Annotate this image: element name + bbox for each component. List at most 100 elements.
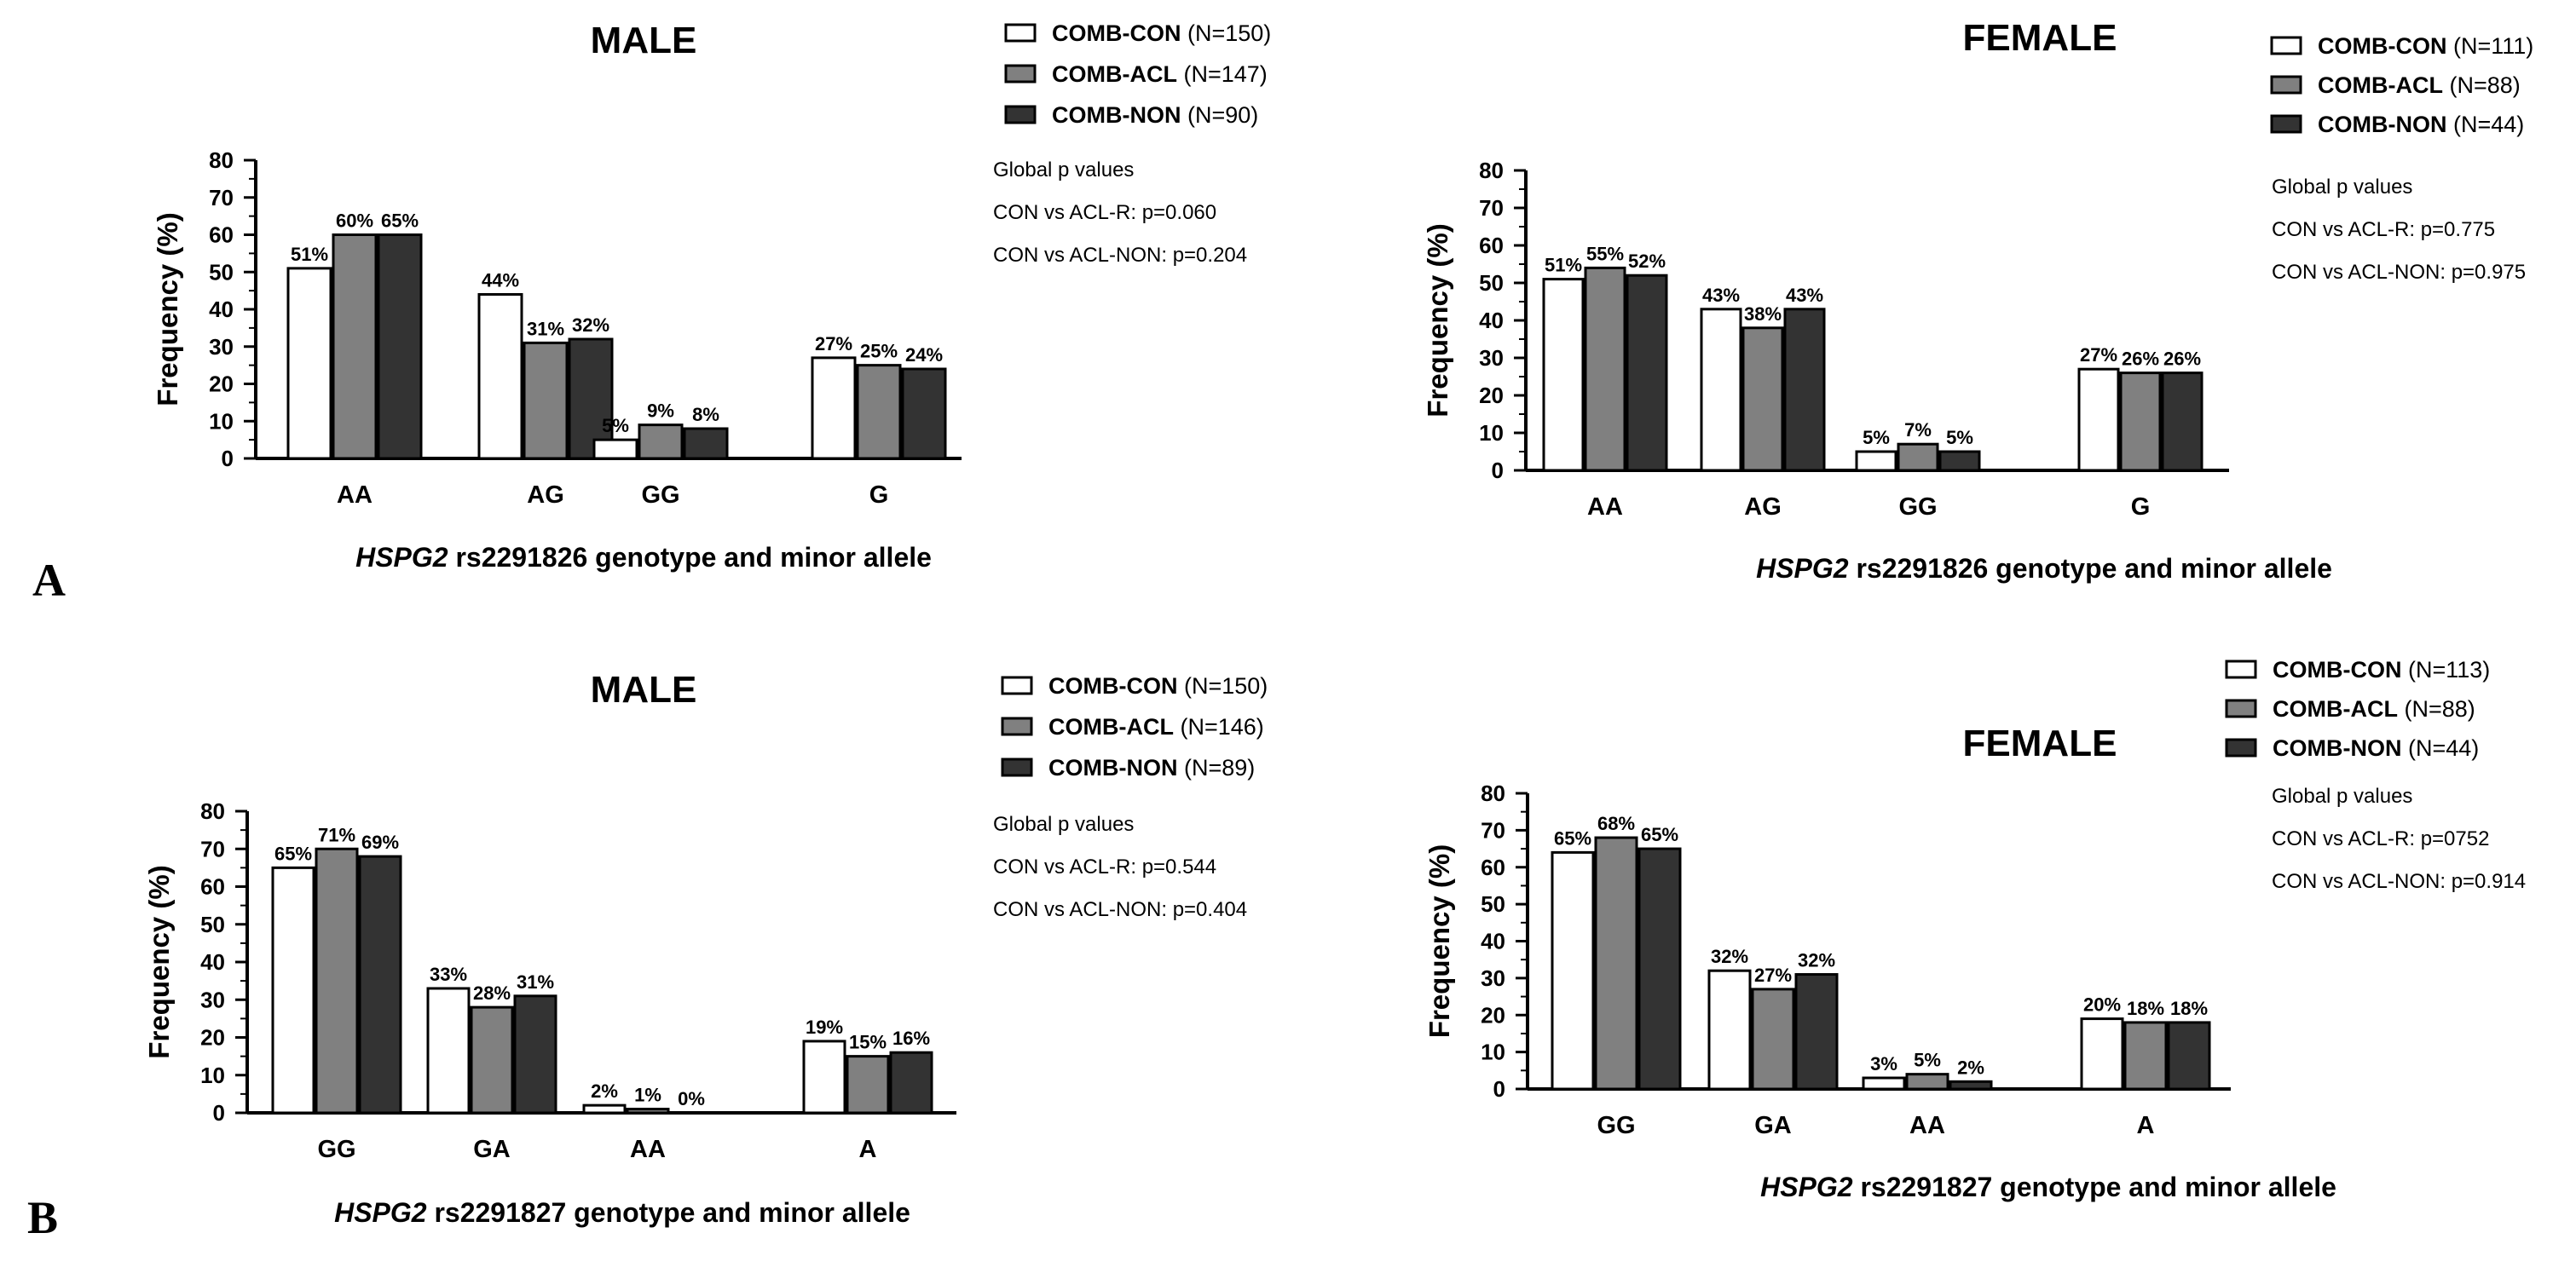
legend-entry: COMB-ACL (N=88) xyxy=(2273,696,2475,722)
bar-data-label: 20% xyxy=(2083,994,2121,1016)
stats-heading: Global p values xyxy=(2272,785,2412,808)
bar-comb-con-ag xyxy=(477,293,523,460)
bar-data-label: 19% xyxy=(806,1017,843,1038)
x-category-label: GG xyxy=(641,481,679,509)
x-category-label: GG xyxy=(1597,1112,1635,1139)
bar-data-label: 32% xyxy=(1711,946,1748,967)
bar-comb-non-gg xyxy=(1938,450,1981,472)
y-tick-label: 20 xyxy=(1479,383,1504,408)
p-value-text: CON vs ACL-R: p=0.544 xyxy=(993,856,1216,879)
y-tick-label: 50 xyxy=(1479,270,1504,296)
p-value-text: CON vs ACL-R: p=0.060 xyxy=(993,201,1216,224)
x-axis-label: HSPG2 rs2291827 genotype and minor allel… xyxy=(1760,1172,2336,1202)
bar-data-label: 2% xyxy=(1957,1057,1984,1078)
legend-entry: COMB-ACL (N=146) xyxy=(1048,714,1264,740)
bar-comb-non-ga xyxy=(1794,973,1839,1091)
bar-comb-acl-g xyxy=(2119,372,2162,472)
stats-heading: Global p values xyxy=(2272,176,2412,199)
legend-swatch xyxy=(1001,758,1033,777)
p-value-text: CON vs ACL-R: p=0.775 xyxy=(2272,218,2495,241)
stats-heading: Global p values xyxy=(993,813,1134,836)
legend-swatch xyxy=(2270,114,2302,134)
x-category-label: GA xyxy=(473,1136,511,1163)
bar-data-label: 65% xyxy=(381,210,419,232)
legend-entry: COMB-NON (N=44) xyxy=(2318,112,2524,137)
y-tick-label: 10 xyxy=(1479,420,1504,446)
legend-swatch xyxy=(2225,660,2257,679)
legend-swatch xyxy=(2225,699,2257,718)
legend-entry: COMB-CON (N=150) xyxy=(1052,20,1271,46)
bar-data-label: 32% xyxy=(1798,950,1835,971)
chart-4: FEMALE 0 10 20 30 40 50 60 70 80 Frequency (%) GG 65… xyxy=(1424,657,2526,1202)
bar-comb-con-aa xyxy=(286,267,332,460)
bar-data-label: 2% xyxy=(591,1080,618,1102)
y-tick-label: 80 xyxy=(209,147,234,173)
chart-title: FEMALE xyxy=(1963,17,2117,59)
bar-comb-acl-aa xyxy=(1905,1073,1949,1091)
x-category-label: G xyxy=(2131,493,2151,521)
x-category-label: GG xyxy=(317,1136,355,1163)
bar-comb-con-aa xyxy=(1542,278,1585,472)
bar-comb-acl-a xyxy=(2123,1021,2168,1091)
bar-data-label: 18% xyxy=(2170,998,2208,1019)
y-tick-label: 0 xyxy=(222,446,234,471)
p-value-text: CON vs ACL-R: p=0752 xyxy=(2272,827,2489,850)
chart-title: FEMALE xyxy=(1963,723,2117,764)
stats-heading: Global p values xyxy=(993,158,1134,181)
bar-data-label: 55% xyxy=(1586,243,1624,264)
bar-data-label: 52% xyxy=(1628,251,1666,272)
legend-swatch xyxy=(1001,717,1033,736)
bar-comb-acl-ag xyxy=(523,341,569,460)
bar-data-label: 65% xyxy=(1554,827,1591,849)
x-category-label: A xyxy=(2137,1112,2155,1139)
bar-comb-con-a xyxy=(2080,1017,2124,1091)
bar-data-label: 31% xyxy=(517,971,554,993)
chart-1: MALE 0 10 20 30 40 50 60 70 80 Frequency (%) AA 51% 6… xyxy=(152,20,1271,573)
y-tick-label: 0 xyxy=(1492,458,1504,483)
bar-data-label: 33% xyxy=(430,964,467,985)
legend-entry: COMB-NON (N=89) xyxy=(1048,755,1255,781)
bar-comb-con-gg xyxy=(1855,450,1897,472)
bar-comb-con-a xyxy=(802,1040,846,1115)
x-category-label: AA xyxy=(630,1136,666,1163)
legend-swatch xyxy=(1004,23,1037,43)
y-tick-label: 0 xyxy=(1493,1076,1505,1102)
bar-data-label: 16% xyxy=(892,1028,930,1049)
bar-comb-con-aa xyxy=(582,1103,627,1115)
y-tick-label: 60 xyxy=(1481,855,1505,880)
legend-swatch xyxy=(2270,75,2302,95)
y-tick-label: 50 xyxy=(1481,891,1505,917)
y-axis-label: Frequency (%) xyxy=(1424,844,1455,1038)
y-tick-label: 60 xyxy=(209,222,234,248)
legend-entry: COMB-CON (N=111) xyxy=(2318,33,2533,59)
bar-data-label: 24% xyxy=(905,344,943,366)
bar-data-label: 3% xyxy=(1870,1053,1897,1074)
bar-data-label: 43% xyxy=(1786,285,1823,306)
bar-data-label: 65% xyxy=(274,843,312,864)
bar-comb-non-aa xyxy=(1626,274,1668,472)
y-tick-label: 40 xyxy=(209,297,234,322)
bar-comb-con-g xyxy=(811,356,857,460)
bar-data-label: 71% xyxy=(318,824,355,845)
bar-comb-non-gg xyxy=(1637,847,1682,1091)
bar-comb-acl-gg xyxy=(1594,836,1638,1091)
y-tick-label: 30 xyxy=(209,334,234,360)
legend-swatch xyxy=(1004,105,1037,124)
y-tick-label: 20 xyxy=(209,372,234,397)
bar-data-label: 31% xyxy=(527,318,564,339)
bar-data-label: 68% xyxy=(1597,813,1635,834)
bar-data-label: 1% xyxy=(634,1085,661,1106)
bar-data-label: 5% xyxy=(1914,1050,1941,1071)
chart-2: FEMALE 0 10 20 30 40 50 60 70 80 Frequency (%) AA 51… xyxy=(1422,17,2533,584)
y-tick-label: 50 xyxy=(200,912,225,937)
bar-comb-non-gg xyxy=(683,427,729,460)
x-axis-label: HSPG2 rs2291826 genotype and minor allel… xyxy=(1756,553,2332,584)
bar-comb-non-ga xyxy=(513,994,557,1115)
y-tick-label: 70 xyxy=(209,185,234,210)
y-tick-label: 10 xyxy=(209,408,234,434)
y-tick-label: 30 xyxy=(1481,965,1505,991)
chart-title: MALE xyxy=(591,669,697,711)
legend-entry: COMB-NON (N=44) xyxy=(2273,735,2479,761)
bar-data-label: 28% xyxy=(473,982,511,1004)
